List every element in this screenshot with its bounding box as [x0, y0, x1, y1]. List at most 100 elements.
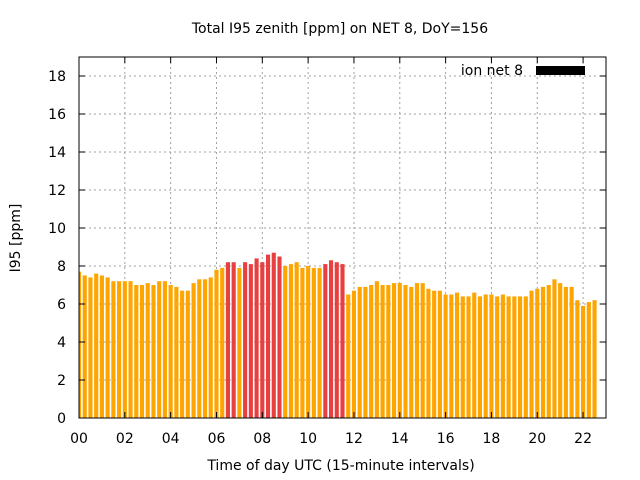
bar [283, 266, 288, 418]
y-tick-label: 12 [48, 183, 66, 199]
bar [483, 294, 488, 418]
bar [111, 281, 116, 418]
bar [518, 296, 523, 418]
y-tick-label: 14 [48, 145, 66, 161]
chart-title: Total I95 zenith [ppm] on NET 8, DoY=156 [191, 21, 488, 37]
x-tick-label: 08 [253, 431, 271, 447]
bar [460, 296, 465, 418]
bar [254, 258, 259, 418]
bar [151, 285, 156, 418]
bar [437, 290, 442, 418]
bar [117, 281, 122, 418]
bar [443, 294, 448, 418]
y-tick-label: 8 [57, 259, 66, 275]
bar [346, 294, 351, 418]
bar [157, 281, 162, 418]
bar [174, 286, 179, 418]
bar [495, 296, 500, 418]
bar [294, 262, 299, 418]
bar [426, 288, 431, 418]
x-tick-label: 18 [483, 431, 501, 447]
x-axis-label: Time of day UTC (15-minute intervals) [206, 458, 474, 474]
x-tick-label: 06 [208, 431, 226, 447]
bar [563, 286, 568, 418]
bar [168, 285, 173, 418]
x-tick-label: 16 [437, 431, 455, 447]
x-tick-label: 10 [299, 431, 317, 447]
bar [231, 262, 236, 418]
bar [420, 283, 425, 418]
bar [328, 260, 334, 418]
bar [472, 292, 477, 418]
bar [202, 279, 208, 418]
bar [540, 286, 546, 418]
x-tick-label: 02 [116, 431, 134, 447]
bar [277, 256, 282, 418]
bar [529, 290, 534, 418]
bar [191, 283, 196, 418]
bar [546, 285, 551, 418]
bar [197, 279, 202, 418]
bar [380, 285, 385, 418]
bar [237, 267, 242, 418]
x-tick-label: 20 [528, 431, 546, 447]
legend: ion net 8 [461, 63, 585, 79]
bar [391, 283, 397, 418]
bar [128, 281, 133, 418]
bar [88, 277, 93, 418]
bar [432, 290, 437, 418]
x-tick-label: 04 [162, 431, 180, 447]
bar [248, 264, 253, 418]
bar [139, 285, 145, 418]
bar [455, 292, 460, 418]
bar [512, 296, 517, 418]
x-tick-label: 00 [70, 431, 88, 447]
y-tick-label: 6 [57, 297, 66, 313]
bar [185, 290, 190, 418]
bar [477, 296, 483, 418]
y-tick-label: 2 [57, 373, 66, 389]
bar [214, 269, 219, 418]
bar [506, 296, 511, 418]
bar [162, 281, 167, 418]
bar [363, 286, 368, 418]
bar [552, 279, 557, 418]
bar [311, 267, 316, 418]
bar [260, 262, 265, 418]
bar [317, 267, 322, 418]
bar [357, 286, 362, 418]
bar [82, 275, 87, 418]
bar [99, 275, 104, 418]
bar [414, 283, 420, 418]
x-tick-label: 22 [574, 431, 592, 447]
bar [569, 286, 574, 418]
bar [535, 288, 540, 418]
bar [94, 273, 99, 418]
bar [351, 290, 357, 418]
y-tick-label: 18 [48, 69, 66, 85]
bar [323, 264, 328, 418]
bar [180, 290, 185, 418]
bar [220, 267, 225, 418]
bar [386, 285, 391, 418]
bar [208, 277, 213, 418]
bar [449, 294, 454, 418]
bar [334, 262, 339, 418]
bar [409, 286, 414, 418]
bar [288, 264, 294, 418]
bar [271, 252, 276, 418]
bar [79, 271, 82, 418]
legend-label: ion net 8 [461, 63, 523, 79]
bar [466, 296, 471, 418]
bar [369, 285, 374, 418]
bar [265, 254, 271, 418]
plot-frame [78, 56, 607, 419]
y-tick-label: 4 [57, 335, 66, 351]
bar [145, 283, 150, 418]
bar [306, 266, 311, 418]
y-tick-label: 0 [57, 411, 66, 427]
bar [122, 281, 127, 418]
bar [586, 302, 591, 418]
